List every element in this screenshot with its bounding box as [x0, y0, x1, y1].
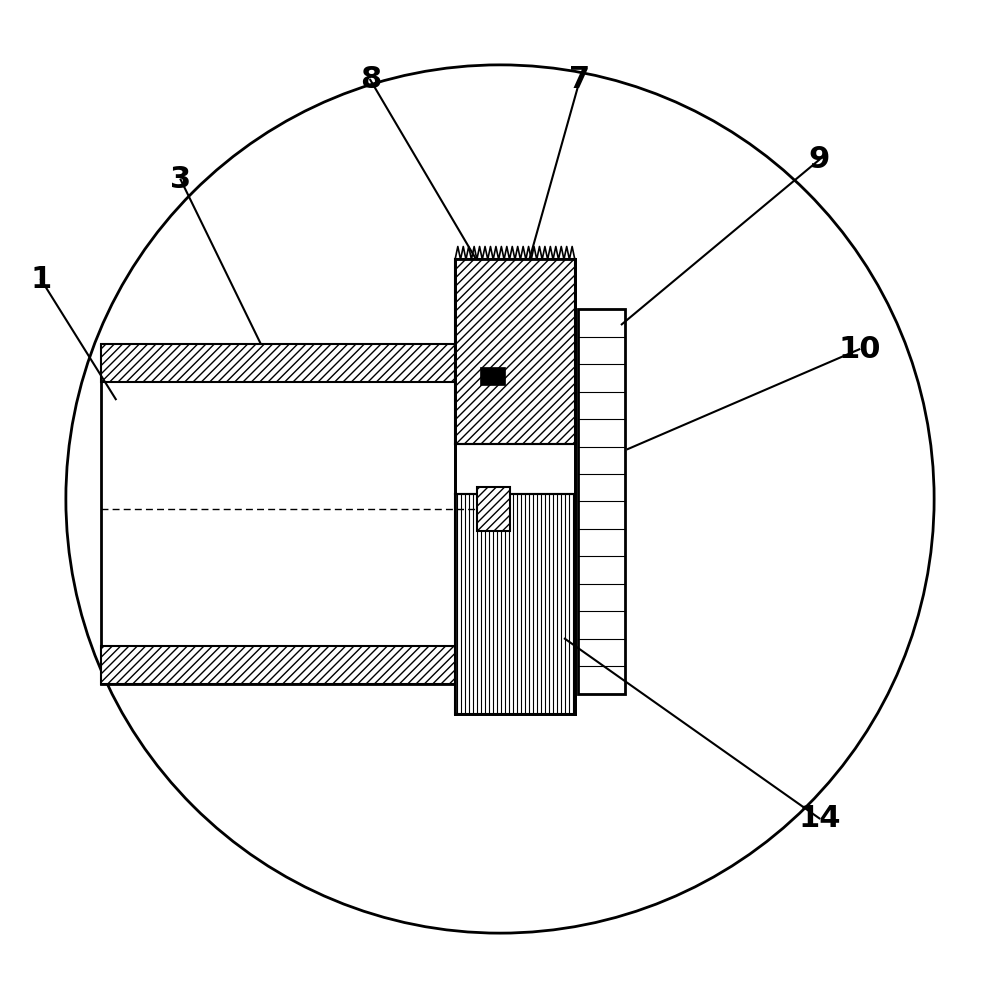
- Text: 9: 9: [809, 145, 830, 175]
- Bar: [455, 259, 575, 714]
- Bar: [455, 494, 575, 714]
- Text: 3: 3: [170, 165, 191, 195]
- Text: 14: 14: [798, 803, 841, 833]
- Bar: [101, 344, 485, 684]
- Text: 1: 1: [30, 264, 52, 294]
- Text: 7: 7: [569, 65, 590, 95]
- Bar: [477, 487, 510, 531]
- Text: 8: 8: [360, 65, 381, 95]
- Bar: [455, 259, 575, 444]
- Bar: [101, 646, 485, 684]
- Bar: [578, 309, 625, 694]
- Bar: [101, 344, 485, 382]
- Bar: [480, 367, 505, 385]
- Text: 10: 10: [838, 334, 881, 364]
